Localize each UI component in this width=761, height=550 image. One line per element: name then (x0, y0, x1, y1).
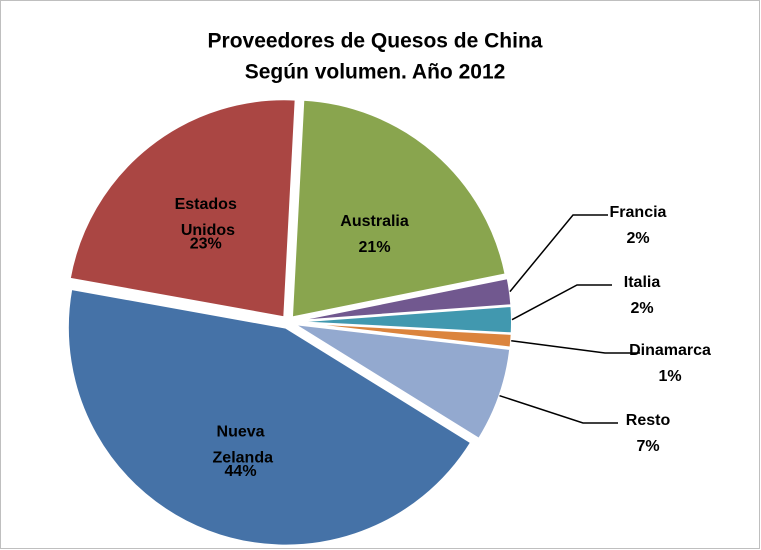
slice-value-label: 23% (190, 235, 222, 252)
label-line: Nueva (217, 424, 265, 441)
pie-slice (66, 287, 473, 547)
slice-label: Italia (624, 274, 661, 291)
slice-value-label: 44% (225, 463, 257, 480)
leader-line (511, 284, 612, 321)
slice-label: Nueva Zelanda (208, 424, 273, 467)
slice-value-label: 2% (626, 230, 649, 247)
slice-value-label: 7% (636, 438, 659, 455)
pie-slice (68, 98, 297, 319)
label-line: Zelanda (208, 450, 273, 467)
chart-title: Proveedores de Quesos de China (208, 30, 543, 53)
leader-line (511, 340, 640, 354)
chart-subtitle: Según volumen. Año 2012 (245, 61, 506, 84)
leader-line (509, 214, 608, 293)
slice-label: Dinamarca (629, 342, 711, 359)
label-line: Unidos (176, 222, 235, 239)
pie-slice (290, 98, 507, 319)
slice-label: Estados Unidos (175, 196, 237, 239)
leader-line (499, 394, 618, 424)
slice-label: Resto (626, 412, 671, 429)
slice-label: Francia (610, 204, 667, 221)
pie-slice (293, 321, 513, 349)
label-line: Estados (175, 196, 237, 213)
slice-value-label: 21% (359, 239, 391, 256)
slice-label: Australia (340, 213, 409, 230)
slice-value-label: 2% (630, 300, 653, 317)
slice-value-label: 1% (658, 368, 681, 385)
